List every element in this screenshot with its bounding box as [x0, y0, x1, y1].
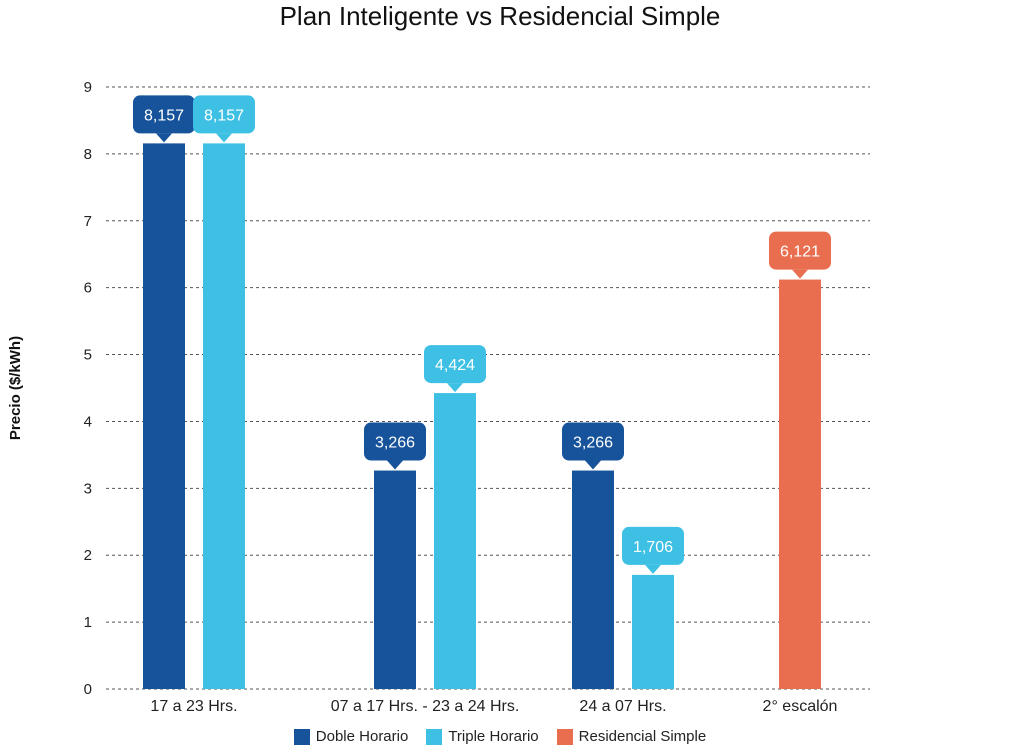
- y-tick-label: 2: [84, 547, 92, 564]
- callout-box: [193, 95, 255, 134]
- legend-swatch: [556, 728, 573, 745]
- bar: [203, 143, 245, 689]
- legend-swatch: [293, 728, 310, 745]
- data-label-callout: 8,157: [193, 95, 255, 143]
- x-axis-categories: 17 a 23 Hrs. 07 a 17 Hrs. - 23 a 24 Hrs. 2…: [150, 698, 837, 715]
- legend-item: Doble Horario: [293, 728, 409, 745]
- callout-pointer: [645, 564, 661, 574]
- legend-label: Doble Horario: [315, 728, 409, 745]
- x-category-label: 24 a 07 Hrs.: [579, 698, 666, 715]
- legend-swatch: [426, 728, 443, 745]
- y-tick-label: 8: [84, 146, 92, 163]
- callout-pointer: [387, 460, 403, 470]
- callout-pointer: [585, 460, 601, 470]
- x-category-label: 17 a 23 Hrs.: [150, 698, 237, 715]
- callout-box: [562, 422, 624, 461]
- y-tick-label: 0: [84, 681, 92, 698]
- callout-box: [133, 95, 195, 134]
- callout-pointer: [156, 133, 172, 143]
- callout-box: [622, 526, 684, 565]
- callout-pointer: [447, 383, 463, 393]
- y-tick-label: 9: [84, 79, 92, 96]
- x-category-label: 07 a 17 Hrs. - 23 a 24 Hrs.: [331, 698, 520, 715]
- data-label-callout: 4,424: [424, 345, 486, 393]
- data-label: 3,266: [573, 435, 613, 452]
- y-tick-label: 7: [84, 213, 92, 230]
- legend-label: Residencial Simple: [578, 728, 707, 745]
- callout-pointer: [216, 133, 232, 143]
- bar: [632, 574, 674, 689]
- y-axis-ticks: 0 1 2 3 4 5 6 7 8 9: [84, 79, 92, 698]
- y-tick-label: 6: [84, 280, 92, 297]
- x-category-label: 2° escalón: [763, 698, 838, 715]
- data-label-callout: 8,157: [133, 95, 195, 143]
- y-tick-label: 4: [84, 413, 92, 430]
- bar: [143, 143, 185, 689]
- data-label: 3,266: [375, 435, 415, 452]
- bar: [572, 470, 614, 689]
- chart-title: Plan Inteligente vs Residencial Simple: [279, 1, 721, 31]
- bar: [374, 470, 416, 689]
- data-label-callout: 1,706: [622, 526, 684, 574]
- y-tick-label: 1: [84, 614, 92, 631]
- callout-box: [769, 231, 831, 270]
- data-label: 8,157: [144, 107, 184, 124]
- data-label-callout: 3,266: [562, 422, 624, 470]
- data-labels: 8,157 8,157 3,266 4,424 3,266 1,706 6,121: [133, 95, 831, 574]
- legend-label: Triple Horario: [448, 728, 539, 745]
- bar: [779, 279, 821, 689]
- data-label: 6,121: [780, 244, 820, 261]
- legend-item: Triple Horario: [426, 728, 539, 745]
- callout-box: [424, 345, 486, 384]
- y-axis-label: Precio ($/kWh): [7, 336, 24, 440]
- data-label-callout: 3,266: [364, 422, 426, 470]
- y-tick-label: 5: [84, 347, 92, 364]
- bar: [434, 393, 476, 689]
- bars: [143, 143, 821, 689]
- callout-box: [364, 422, 426, 461]
- callout-pointer: [792, 269, 808, 279]
- data-label: 8,157: [204, 107, 244, 124]
- data-label-callout: 6,121: [769, 231, 831, 279]
- legend-item: Residencial Simple: [556, 728, 707, 745]
- legend: Doble Horario Triple Horario Residencial S…: [0, 728, 1000, 745]
- y-tick-label: 3: [84, 480, 92, 497]
- data-label: 1,706: [633, 539, 673, 556]
- data-label: 4,424: [435, 357, 475, 374]
